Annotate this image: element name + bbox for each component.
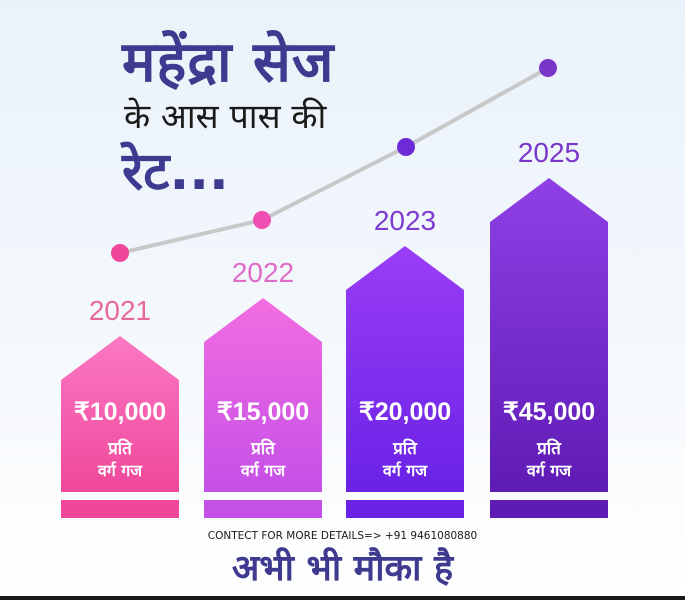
bar-base-2022 <box>204 500 322 518</box>
bar-base-2023 <box>346 500 464 518</box>
unit-label-sqyard: वर्ग गज <box>97 461 143 480</box>
year-label: 2025 <box>518 137 580 168</box>
bottom-divider <box>0 596 685 600</box>
bar-base-2021 <box>61 500 179 518</box>
value-label: ₹45,000 <box>503 398 595 426</box>
trend-point-2021 <box>111 244 129 262</box>
bar-2023 <box>346 246 464 492</box>
unit-label-per: प्रति <box>392 438 418 459</box>
trend-line <box>118 66 550 255</box>
page-title: महेंद्रा सेज <box>122 30 335 95</box>
unit-label-sqyard: वर्ग गज <box>526 461 572 480</box>
contact-info: CONTECT FOR MORE DETAILS=> +91 946108088… <box>207 530 478 542</box>
trend-point-2025 <box>539 59 557 77</box>
page-subtitle: के आस पास की <box>124 97 327 137</box>
value-label: ₹10,000 <box>74 398 166 426</box>
tagline: अभी भी मौका है <box>231 548 454 589</box>
year-label: 2023 <box>374 205 436 236</box>
value-label: ₹20,000 <box>359 398 451 426</box>
unit-label-sqyard: वर्ग गज <box>382 461 428 480</box>
trend-point-2023 <box>397 138 415 156</box>
bar-base-2025 <box>490 500 608 518</box>
bar-2021 <box>61 336 179 492</box>
page-title-rate: रेट... <box>122 142 229 202</box>
unit-label-per: प्रति <box>250 438 276 459</box>
value-label: ₹15,000 <box>217 398 309 426</box>
year-label: 2021 <box>89 295 151 326</box>
unit-label-per: प्रति <box>536 438 562 459</box>
trend-point-2022 <box>253 211 271 229</box>
bar-2022 <box>204 298 322 492</box>
bar-2025 <box>490 178 608 492</box>
unit-label-sqyard: वर्ग गज <box>240 461 286 480</box>
year-label: 2022 <box>232 257 294 288</box>
unit-label-per: प्रति <box>107 438 133 459</box>
